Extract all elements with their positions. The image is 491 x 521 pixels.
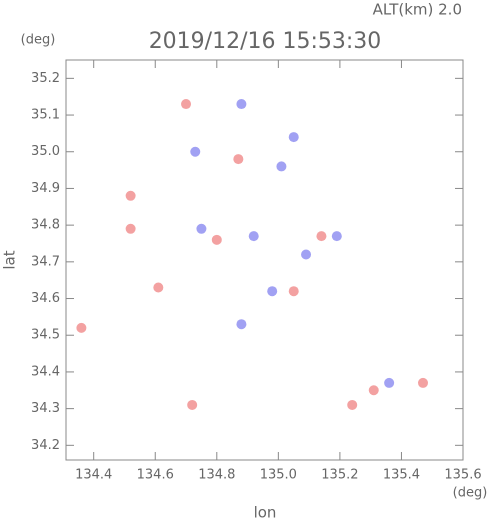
x-axis-label: lon bbox=[254, 504, 277, 521]
echo-point bbox=[125, 190, 136, 201]
echo-point bbox=[347, 399, 358, 410]
echo-point bbox=[417, 377, 428, 388]
chart-subtitle: ALT(km) 2.0 bbox=[373, 1, 462, 19]
echo-point bbox=[153, 282, 164, 293]
echo-point bbox=[368, 385, 379, 396]
x-tick-label: 135.6 bbox=[444, 468, 481, 483]
echo-point bbox=[384, 377, 395, 388]
echo-point bbox=[196, 223, 207, 234]
echo-point bbox=[190, 146, 201, 157]
y-tick-label: 34.5 bbox=[31, 328, 60, 343]
echo-point bbox=[248, 231, 259, 242]
x-tick-label: 135.4 bbox=[383, 468, 420, 483]
echo-point bbox=[187, 399, 198, 410]
y-tick-label: 34.2 bbox=[31, 438, 60, 453]
y-tick-label: 34.6 bbox=[31, 291, 60, 306]
y-tick-label: 35.2 bbox=[31, 71, 60, 86]
plot-frame bbox=[65, 59, 464, 461]
echo-point bbox=[233, 154, 244, 165]
echo-point bbox=[236, 319, 247, 330]
y-tick-label: 35.0 bbox=[31, 144, 60, 159]
y-tick-label: 34.3 bbox=[31, 401, 60, 416]
echo-point bbox=[288, 132, 299, 143]
echo-point bbox=[288, 286, 299, 297]
echo-point bbox=[181, 99, 192, 110]
y-unit: (deg) bbox=[21, 33, 56, 48]
echo-point bbox=[316, 231, 327, 242]
echo-point bbox=[301, 249, 312, 260]
x-tick-label: 134.6 bbox=[137, 468, 174, 483]
echo-point bbox=[76, 322, 87, 333]
y-tick-label: 34.7 bbox=[31, 254, 60, 269]
echo-point bbox=[211, 234, 222, 245]
y-axis-label: lat bbox=[1, 250, 19, 269]
y-tick-label: 34.9 bbox=[31, 181, 60, 196]
x-tick-label: 135.0 bbox=[260, 468, 297, 483]
echo-point bbox=[236, 99, 247, 110]
echo-point bbox=[276, 161, 287, 172]
x-tick-label: 134.4 bbox=[75, 468, 112, 483]
echo-point bbox=[331, 231, 342, 242]
y-tick-label: 34.4 bbox=[31, 364, 60, 379]
x-unit: (deg) bbox=[453, 486, 488, 501]
x-tick-label: 134.8 bbox=[198, 468, 235, 483]
y-tick-label: 34.8 bbox=[31, 218, 60, 233]
y-tick-label: 35.1 bbox=[31, 108, 60, 123]
echo-point bbox=[267, 286, 278, 297]
x-tick-label: 135.2 bbox=[321, 468, 358, 483]
chart-title: 2019/12/16 15:53:30 bbox=[149, 29, 382, 54]
echo-point bbox=[125, 223, 136, 234]
